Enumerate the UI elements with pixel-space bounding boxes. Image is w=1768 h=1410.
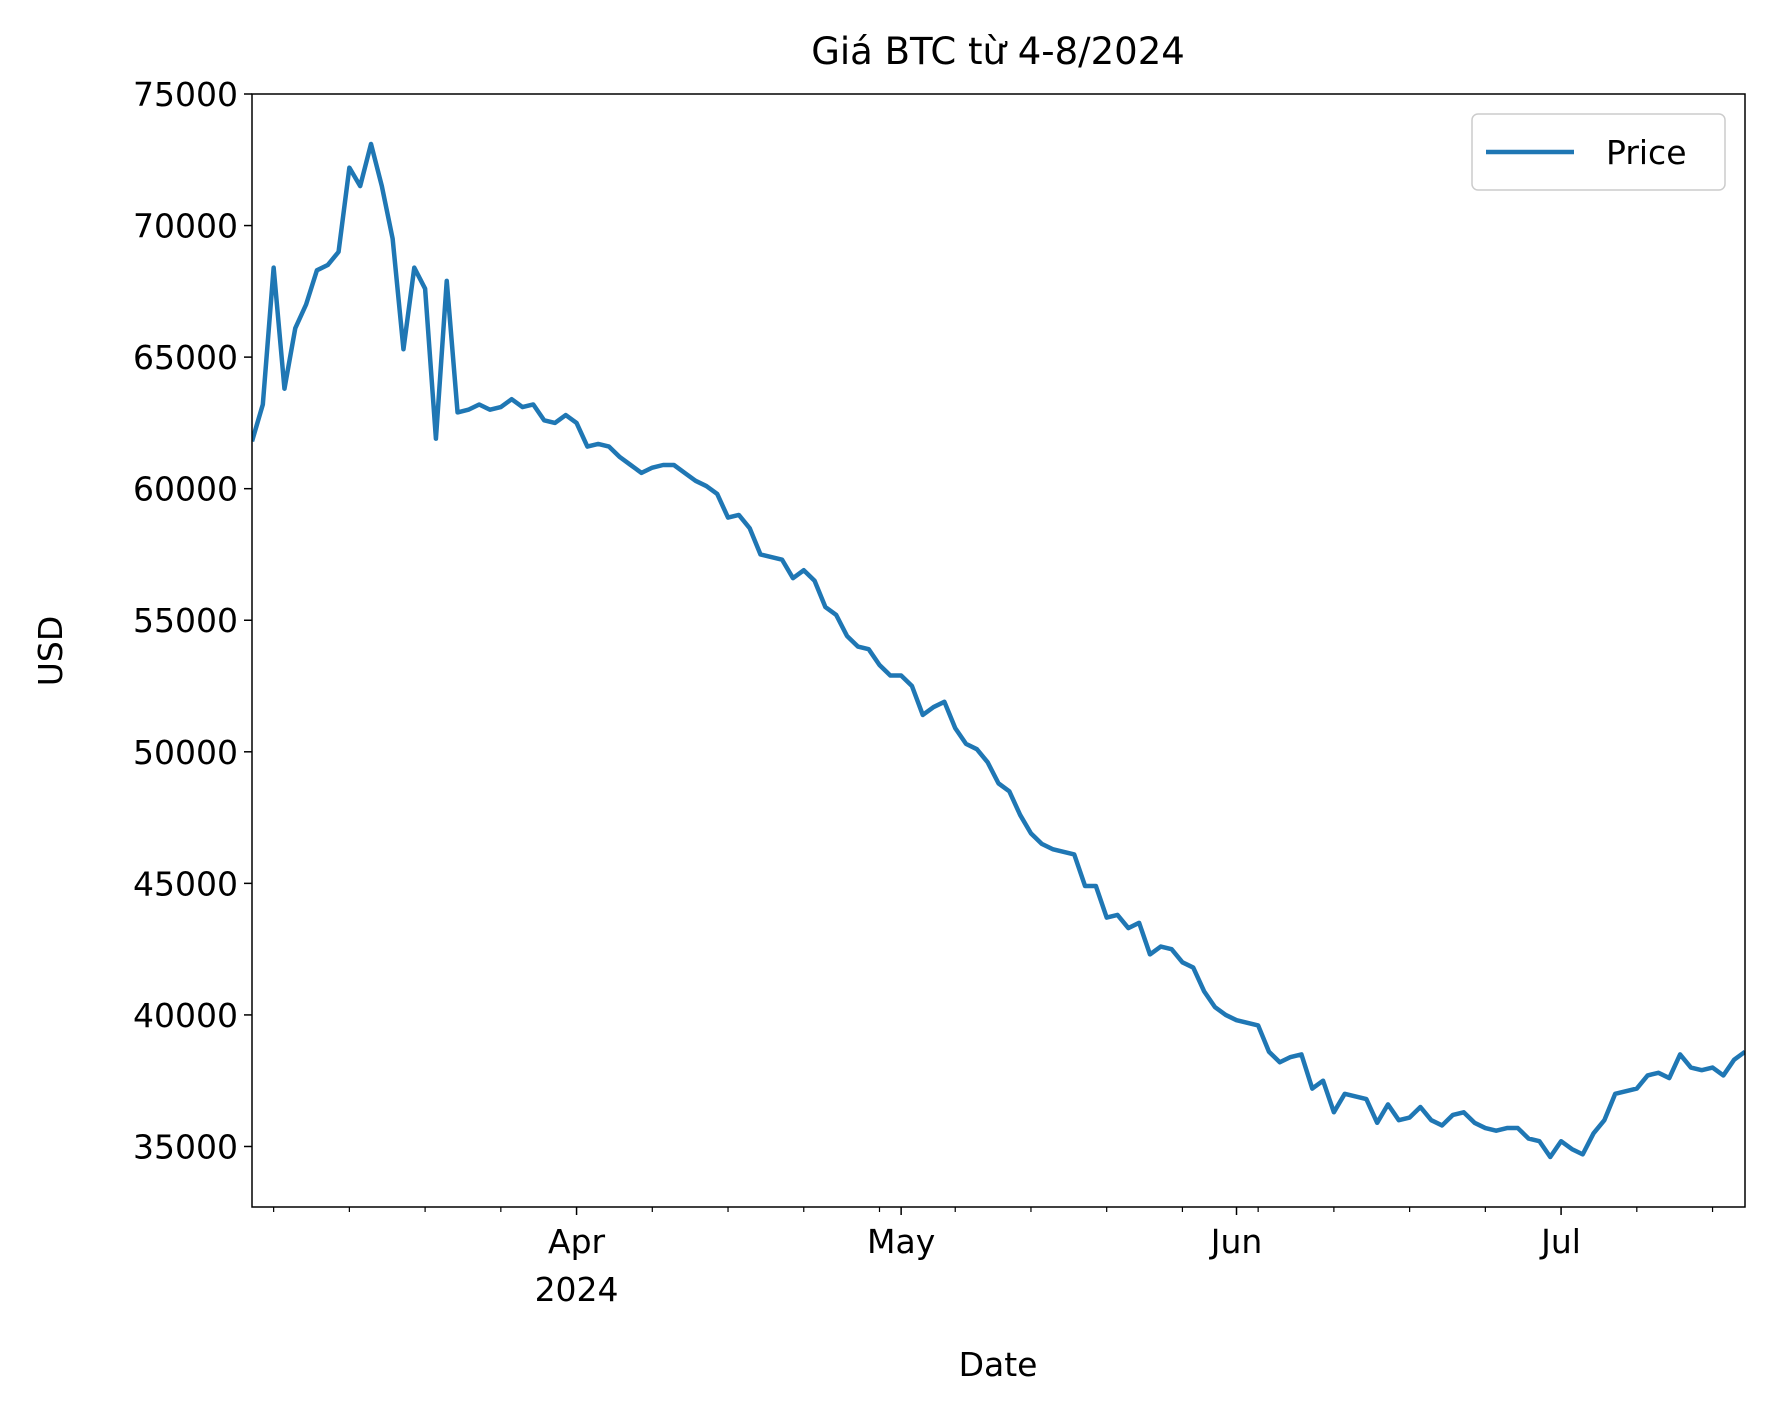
- y-tick-label: 35000: [133, 1127, 238, 1166]
- y-tick-label: 40000: [133, 996, 238, 1035]
- x-tick-label: Jul: [1539, 1222, 1581, 1261]
- y-tick-label: 45000: [133, 864, 238, 903]
- x-tick-label: Apr 2024: [535, 1222, 619, 1309]
- price-line: [252, 141, 1745, 1160]
- axes-frame: [251, 93, 1746, 1208]
- chart-title: Giá BTC từ 4-8/2024: [811, 30, 1185, 73]
- y-tick-label: 75000: [133, 75, 238, 114]
- y-tick-label: 70000: [133, 207, 238, 246]
- x-tick-label: Jun: [1209, 1222, 1263, 1261]
- y-tick-label: 55000: [133, 601, 238, 640]
- legend-label: Price: [1606, 133, 1687, 172]
- x-tick-label: May: [867, 1222, 935, 1261]
- legend-box: [1471, 113, 1726, 191]
- y-tick-label: 65000: [133, 338, 238, 377]
- y-axis-label: USD: [31, 616, 70, 687]
- plot-area: [252, 141, 1745, 1160]
- y-tick-label: 60000: [133, 470, 238, 509]
- y-tick-label: 50000: [133, 733, 238, 772]
- x-axis-label: Date: [959, 1345, 1038, 1384]
